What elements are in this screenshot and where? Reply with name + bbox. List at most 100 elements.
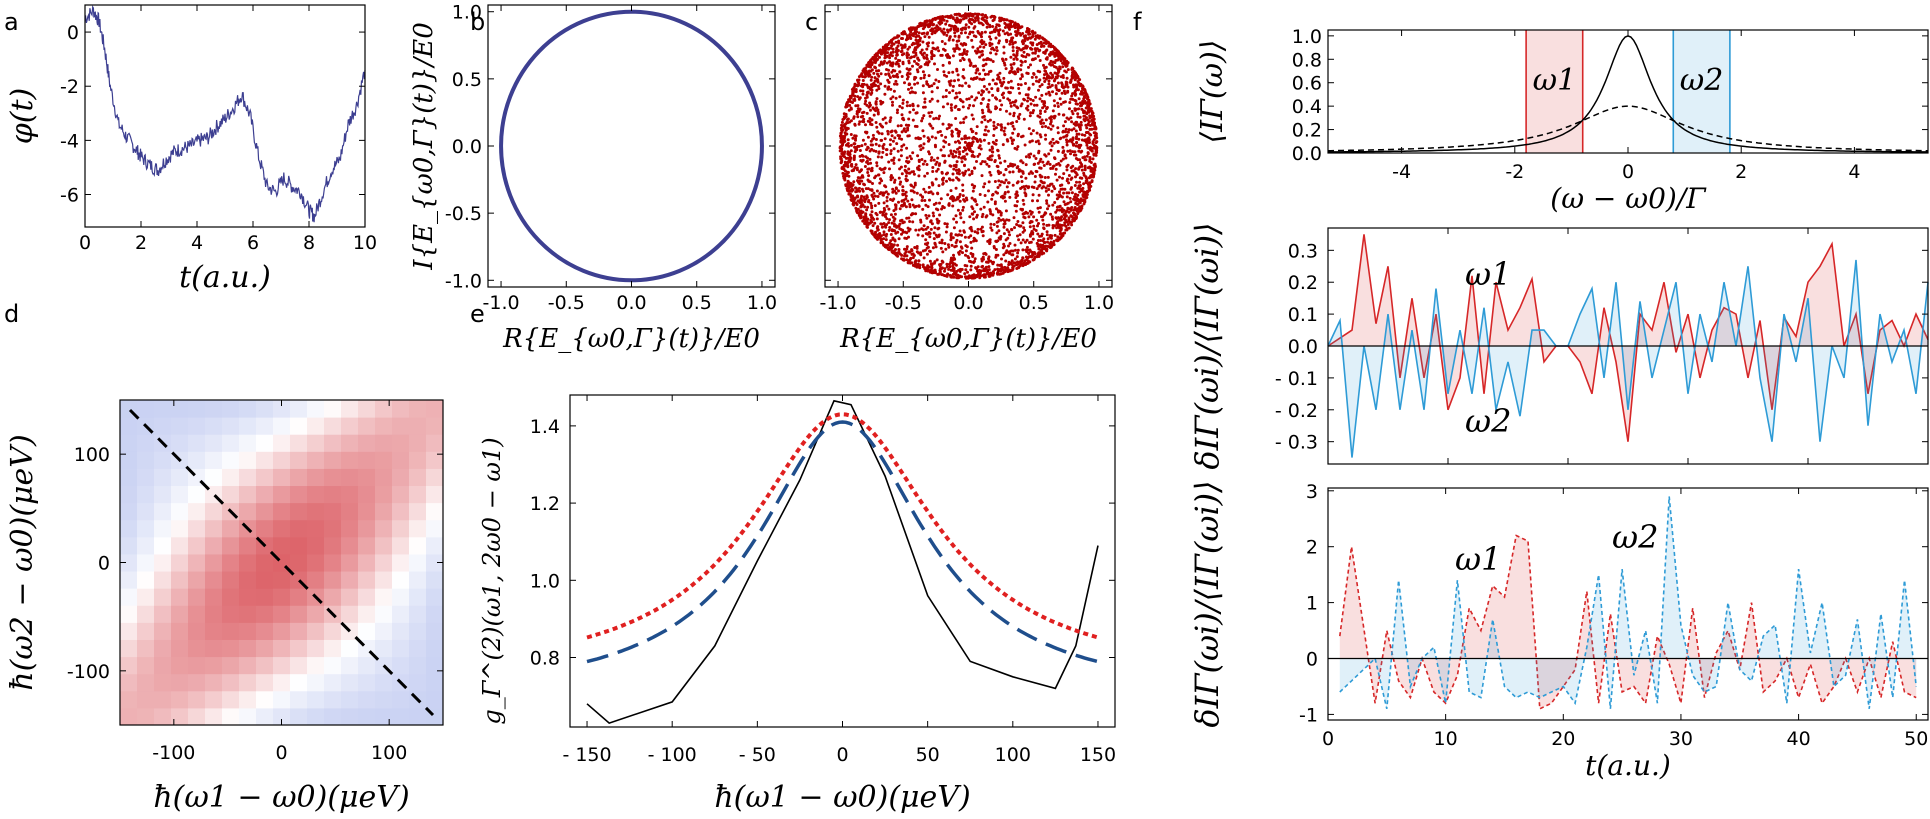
heatmap-cell (239, 707, 257, 726)
heatmap-cell (137, 622, 155, 640)
heatmap-cell (239, 656, 257, 675)
heatmap-cell (137, 468, 155, 487)
heatmap-cell (205, 502, 223, 521)
heatmap-cell (239, 468, 257, 487)
heatmap-cell (392, 639, 410, 658)
x-tick-label: 0 (836, 744, 848, 766)
heatmap-cell (120, 553, 138, 572)
x-tick-label: 100 (371, 742, 407, 764)
y-tick-label: 3 (1306, 481, 1318, 503)
heatmap-cell (409, 485, 427, 504)
heatmap-cell (154, 707, 172, 726)
ω1-line (1327, 234, 1929, 442)
heatmap-cell (120, 690, 138, 709)
heatmap-cell (120, 502, 138, 521)
x-tick-label: -2 (1505, 161, 1524, 183)
heatmap-cell (256, 571, 274, 589)
heatmap-cell (256, 707, 274, 726)
heatmap-cell (426, 485, 444, 504)
heatmap-cell (426, 502, 444, 521)
heatmap-cell (375, 400, 393, 418)
x-tick-label: 100 (995, 744, 1031, 766)
heatmap-cell (256, 673, 274, 692)
heatmap-cell (290, 690, 308, 709)
panel-label-f: f (1133, 8, 1142, 36)
panel-label-a: a (4, 8, 19, 36)
heatmap-cell (375, 451, 393, 469)
heatmap-cell (290, 605, 308, 623)
y-tick-label: -6 (60, 185, 79, 207)
heatmap-cell (426, 536, 444, 555)
heatmap-cell (375, 434, 393, 452)
heatmap-cell (290, 468, 308, 487)
heatmap-cell (341, 673, 359, 692)
heatmap-cell (239, 588, 257, 606)
x-axis-label: R{E_{ω0,Γ}(t)}/E0 (502, 324, 760, 354)
fit-line (586, 412, 1099, 640)
heatmap-cell (324, 622, 342, 640)
heatmap-cell (426, 519, 444, 538)
unit-circle (499, 9, 764, 283)
heatmap-cell (188, 639, 206, 658)
heatmap-cell (256, 485, 274, 504)
heatmap-cell (205, 451, 223, 469)
heatmap-cell (205, 571, 223, 589)
heatmap-cell (375, 673, 393, 692)
heatmap-cell (137, 451, 155, 469)
heatmap-cell (409, 571, 427, 589)
heatmap-cell (409, 536, 427, 555)
heatmap-cell (358, 588, 376, 606)
heatmap-cell (188, 400, 206, 418)
heatmap-cell (120, 639, 138, 658)
plot-frame (487, 4, 776, 288)
heatmap-cell (222, 519, 240, 538)
heatmap-cell (154, 451, 172, 469)
y-tick-label: 1.0 (530, 570, 560, 592)
heatmap-cell (137, 434, 155, 452)
heatmap-cell (324, 451, 342, 469)
y-tick-label: 0.6 (1292, 73, 1322, 95)
heatmap-cell (358, 502, 376, 521)
heatmap-cell (120, 519, 138, 538)
heatmap-cell (222, 690, 240, 709)
heatmap-cell (137, 707, 155, 726)
heatmap-cell (290, 502, 308, 521)
heatmap-cell (205, 519, 223, 538)
panel-f-top (1327, 29, 1929, 154)
heatmap-cell (426, 690, 444, 709)
panel-a (84, 4, 366, 228)
heatmap-cell (120, 656, 138, 675)
heatmap-cell (324, 588, 342, 606)
series-annotation: ω1 (1465, 255, 1511, 293)
heatmap-cell (341, 485, 359, 504)
heatmap-cell (358, 519, 376, 538)
y-tick-label: 0.2 (1292, 120, 1322, 142)
x-tick-label: 0.5 (1019, 292, 1049, 314)
heatmap-cells (120, 400, 444, 726)
heatmap-cell (307, 451, 325, 469)
heatmap-cell (307, 434, 325, 452)
heatmap-cell (409, 468, 427, 487)
heatmap-cell (358, 673, 376, 692)
heatmap-cell (222, 656, 240, 675)
heatmap-cell (392, 690, 410, 709)
heatmap-cell (222, 451, 240, 469)
panel-label-c: c (805, 8, 818, 36)
heatmap-cell (358, 622, 376, 640)
heatmap-cell (256, 468, 274, 487)
heatmap-cell (137, 536, 155, 555)
heatmap-cell (307, 707, 325, 726)
heatmap-cell (256, 622, 274, 640)
y-tick-label: 1.4 (530, 416, 560, 438)
heatmap-cell (358, 468, 376, 487)
heatmap-cell (409, 673, 427, 692)
heatmap-cell (120, 536, 138, 555)
heatmap-cell (358, 485, 376, 504)
heatmap-cell (137, 571, 155, 589)
heatmap-cell (222, 707, 240, 726)
heatmap-cell (120, 605, 138, 623)
x-tick-label: -0.5 (885, 292, 922, 314)
heatmap-cell (273, 434, 291, 452)
heatmap-cell (154, 417, 172, 435)
heatmap-cell (171, 673, 189, 692)
